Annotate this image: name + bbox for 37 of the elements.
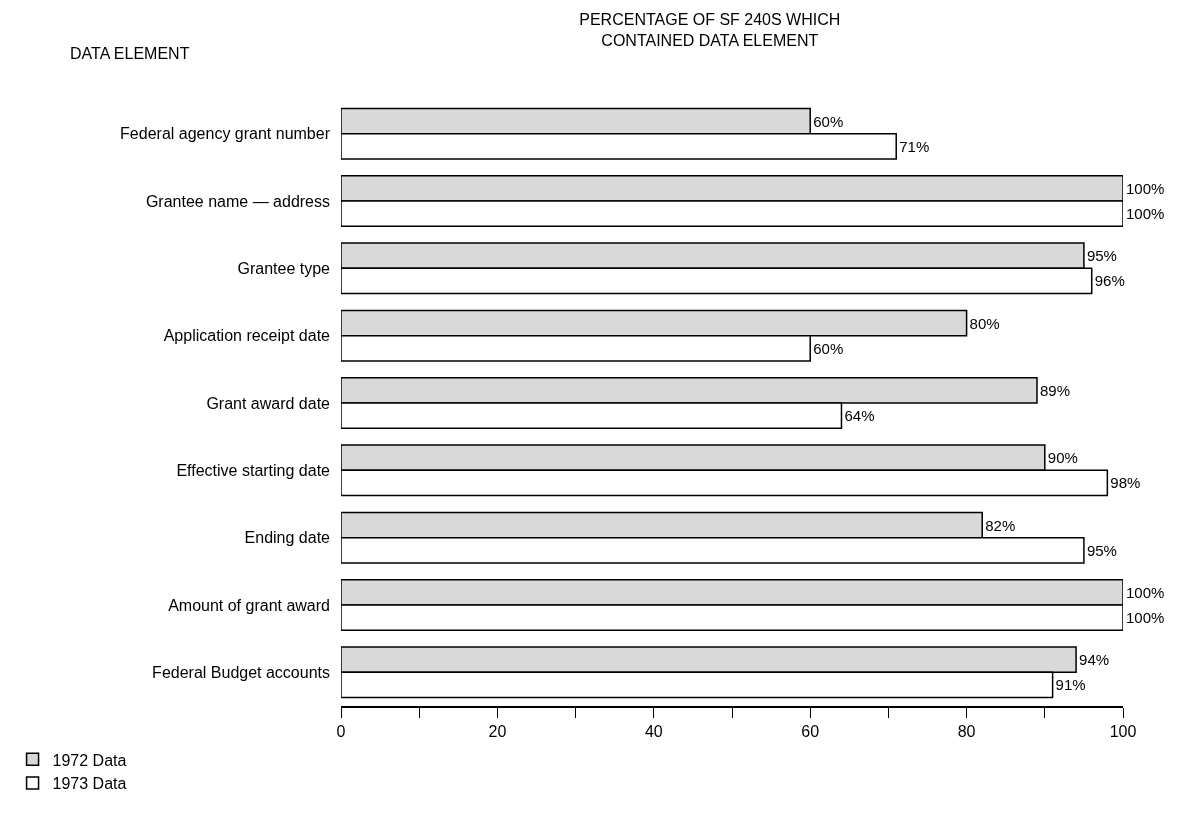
data-label: 100% bbox=[1126, 583, 1165, 601]
x-tick-label: 80 bbox=[957, 722, 976, 740]
y-tick-label: Federal Budget accounts bbox=[152, 663, 330, 681]
data-label: 91% bbox=[1055, 676, 1086, 694]
y-axis-title: DATA ELEMENT bbox=[70, 45, 190, 62]
data-label: 82% bbox=[985, 516, 1016, 534]
data-label: 71% bbox=[899, 137, 930, 155]
data-label: 95% bbox=[1086, 247, 1117, 265]
data-label: 100% bbox=[1126, 609, 1165, 627]
data-label: 90% bbox=[1047, 449, 1078, 467]
y-tick-label: Grantee type bbox=[237, 259, 331, 277]
y-tick-label: Amount of grant award bbox=[168, 596, 330, 614]
data-label: 60% bbox=[813, 112, 844, 130]
data-label: 89% bbox=[1039, 381, 1071, 399]
data-label: 94% bbox=[1079, 651, 1110, 669]
data-label: 100% bbox=[1126, 179, 1165, 197]
x-tick-label: 40 bbox=[644, 722, 663, 740]
data-label: 96% bbox=[1094, 272, 1125, 290]
y-tick-label: Ending date bbox=[244, 529, 331, 547]
chart-title: PERCENTAGE OF SF 240S WHICH CONTAINED DATA ELEMENT bbox=[579, 11, 841, 49]
x-tick-label: 60 bbox=[801, 722, 820, 740]
data-label: 64% bbox=[844, 407, 875, 425]
y-tick-label: Effective starting date bbox=[176, 461, 331, 479]
y-tick-label: Application receipt date bbox=[163, 327, 331, 345]
x-tick-label: 0 bbox=[336, 722, 346, 740]
data-label: 95% bbox=[1086, 541, 1117, 559]
data-label: 80% bbox=[969, 314, 1000, 332]
data-label: 60% bbox=[813, 339, 844, 357]
legend-label: 1972 Data bbox=[52, 751, 127, 769]
y-tick-label: Federal agency grant number bbox=[120, 125, 331, 143]
data-label: 100% bbox=[1126, 205, 1165, 223]
x-tick-label: 20 bbox=[488, 722, 507, 740]
y-tick-label: Grant award date bbox=[206, 394, 331, 412]
y-tick-label: Grantee name — address bbox=[145, 192, 330, 210]
legend-label: 1973 Data bbox=[52, 775, 127, 793]
data-label: 98% bbox=[1110, 474, 1141, 492]
x-tick-label: 100 bbox=[1109, 722, 1137, 740]
